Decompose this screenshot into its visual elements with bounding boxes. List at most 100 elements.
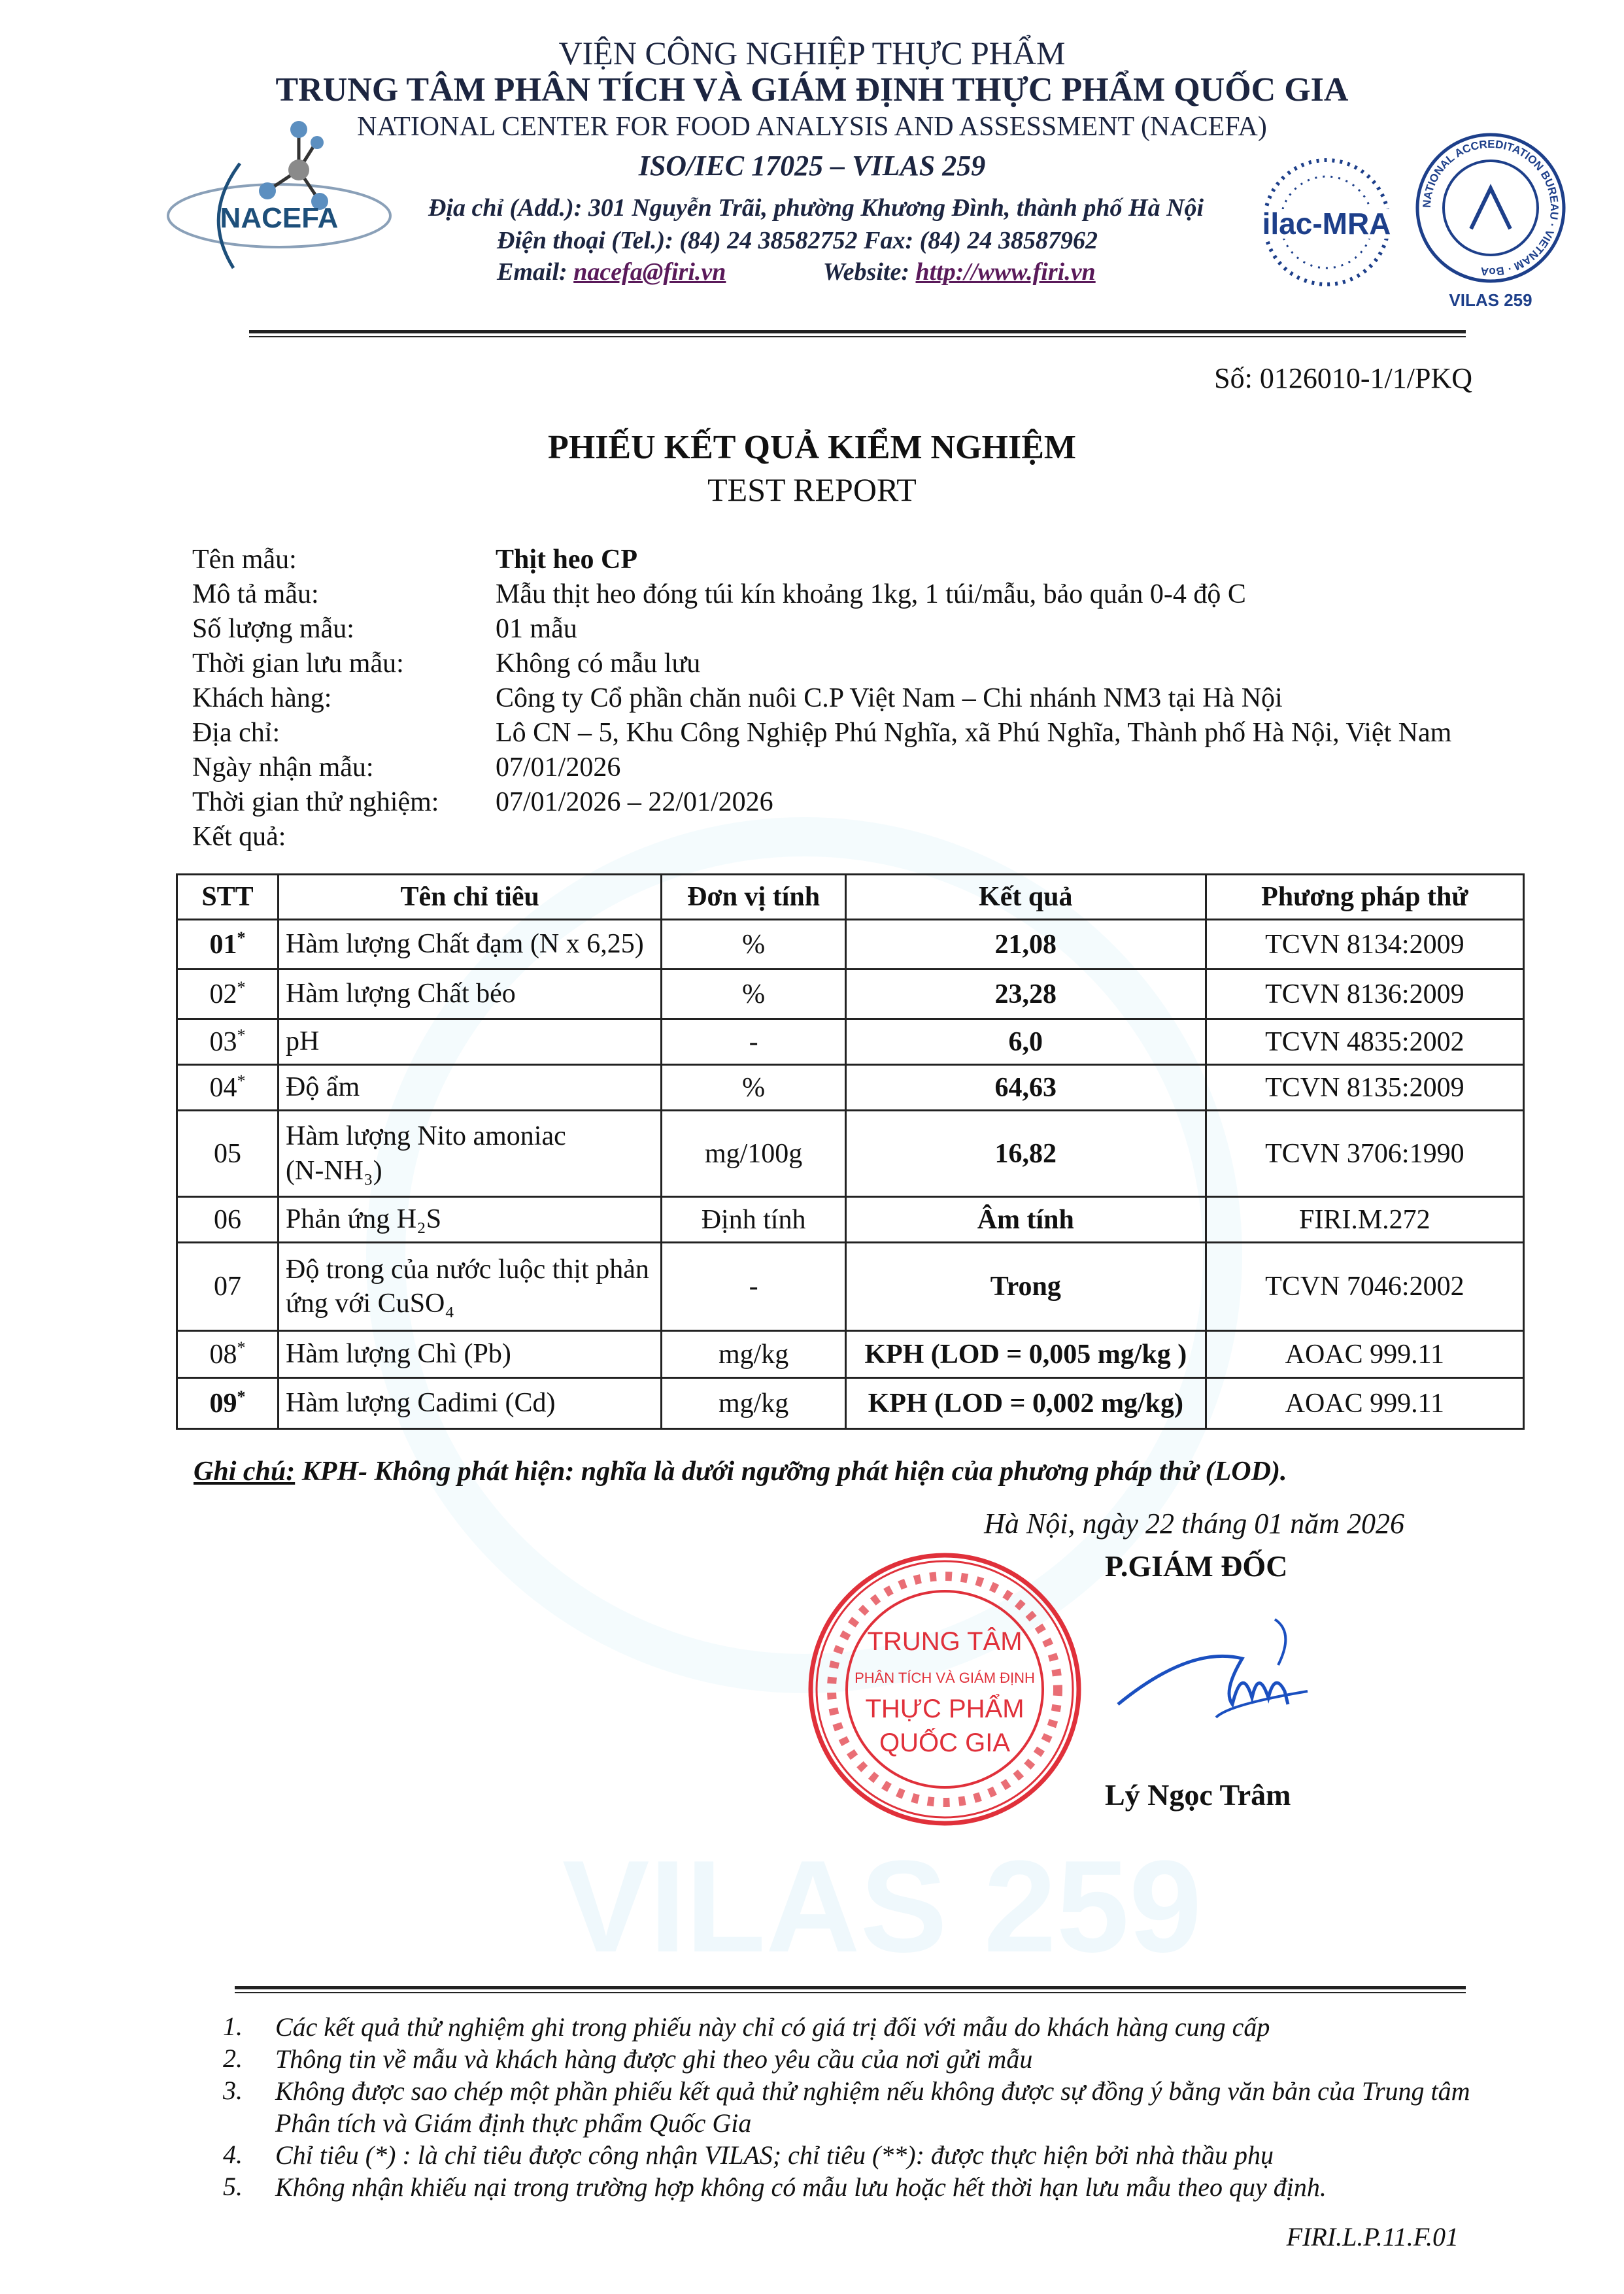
stt-cell: 01* (175, 919, 280, 970)
parameter-cell: Hàm lượng Chất đạm (N x 6,25) (277, 919, 663, 970)
stt-cell: 05 (175, 1109, 280, 1198)
result-cell: 6,0 (844, 1018, 1207, 1066)
table-row: 07 Độ trong của nước luộc thịt phản ứng v… (175, 1241, 1525, 1332)
info-value: 01 mẫu (496, 614, 577, 644)
report-number: Số: 0126010-1/1/PKQ (1214, 362, 1472, 394)
info-value: Công ty Cổ phần chăn nuôi C.P Việt Nam –… (496, 683, 1283, 713)
parameter-cell-text: Hàm lượng Chất đạm (N x 6,25) (286, 929, 644, 960)
note-number: 3. (223, 2076, 243, 2105)
stt-cell-text: 09 (209, 1389, 237, 1419)
unit-cell-text: mg/kg (718, 1339, 789, 1370)
parameter-cell: Độ trong của nước luộc thịt phản ứng với… (277, 1241, 663, 1332)
table-row: 06 Phản ứng H₂S Định tính Âm tính FIRI.M.272 (175, 1196, 1525, 1243)
info-label: Thời gian lưu mẫu: (192, 649, 404, 679)
method-cell-text: FIRI.M.272 (1298, 1204, 1430, 1235)
unit-cell: mg/100g (660, 1109, 847, 1198)
note-number: 1. (223, 2012, 243, 2041)
column-header: Kết quả (844, 873, 1207, 920)
note: Ghi chú: KPH- Không phát hiện: nghĩa là … (194, 1456, 1287, 1487)
info-label: Thời gian thử nghiệm: (192, 787, 439, 817)
table-row: 04* Độ ẩm% 64,63 TCVN 8135:2009 (175, 1064, 1525, 1111)
parameter-cell-text: Hàm lượng Chì (Pb) (286, 1339, 511, 1370)
stt-cell: 06 (175, 1196, 280, 1243)
unit-cell: Định tính (660, 1196, 847, 1243)
stt-cell: 04* (175, 1064, 280, 1111)
website-label: Website: (822, 258, 909, 286)
email-label: Email: (497, 258, 567, 286)
svg-text:PHÂN TÍCH VÀ GIÁM ĐỊNH: PHÂN TÍCH VÀ GIÁM ĐỊNH (854, 1670, 1035, 1686)
method-cell: TCVN 4835:2002 (1204, 1018, 1525, 1066)
info-value: Mẫu thịt heo đóng túi kín khoảng 1kg, 1 … (496, 579, 1246, 609)
parameter-cell: Hàm lượng Cadimi (Cd) (277, 1377, 663, 1430)
official-stamp: TRUNG TÂM PHÂN TÍCH VÀ GIÁM ĐỊNH THỰC PH… (804, 1549, 1085, 1830)
result-cell: 23,28 (844, 968, 1207, 1020)
institute-name: VIỆN CÔNG NGHIỆP THỰC PHẨM (558, 35, 1066, 71)
method-cell-text: AOAC 999.11 (1285, 1339, 1445, 1370)
result-cell-text: Âm tính (977, 1204, 1074, 1235)
vilas-marker: * (237, 978, 246, 997)
results-table: STT Tên chỉ tiêu Đơn vị tính Kết quả Phương … (175, 873, 1525, 1430)
info-label: Mô tả mẫu: (192, 579, 319, 609)
method-cell-text: TCVN 8136:2009 (1265, 979, 1464, 1009)
parameter-cell-text: pH (286, 1026, 320, 1057)
nacefa-logo: NACEFA (161, 118, 397, 281)
table-row: 01* Hàm lượng Chất đạm (N x 6,25)% 21,08 TC… (175, 919, 1525, 970)
boa-accreditation-logo: NATIONAL ACCREDITATION BUREAU · VIETNAM … (1412, 131, 1569, 314)
sign-date: Hà Nội, ngày 22 tháng 01 năm 2026 (984, 1508, 1404, 1540)
unit-cell: - (660, 1018, 847, 1066)
info-value: 07/01/2026 (496, 752, 621, 783)
watermark-text: VILAS 259 (562, 1834, 1202, 1980)
unit-cell: mg/kg (660, 1330, 847, 1379)
parameter-cell-text: Phản ứng H₂S (286, 1204, 442, 1235)
unit-cell-text: - (749, 1026, 758, 1057)
address: Địa chỉ (Add.): 301 Nguyễn Trãi, phường … (428, 194, 1204, 222)
method-cell: TCVN 8135:2009 (1204, 1064, 1525, 1111)
parameter-cell-text: Hàm lượng Cadimi (Cd) (286, 1388, 556, 1419)
form-code: FIRI.L.P.11.F.01 (1286, 2222, 1459, 2252)
note-text: Không được sao chép một phần phiếu kết q… (275, 2076, 1470, 2138)
parameter-cell: pH (277, 1018, 663, 1066)
result-cell-text: Trong (990, 1272, 1061, 1302)
method-cell: TCVN 8136:2009 (1204, 968, 1525, 1020)
nacefa-logo-text: NACEFA (220, 202, 339, 234)
vilas-marker: * (237, 1026, 246, 1045)
unit-cell-text: mg/kg (718, 1388, 789, 1419)
info-label: Địa chỉ: (192, 718, 280, 748)
unit-cell-text: % (742, 979, 766, 1009)
method-cell: TCVN 8134:2009 (1204, 919, 1525, 970)
result-cell: 21,08 (844, 919, 1207, 970)
table-row: 09* Hàm lượng Cadimi (Cd) mg/kg KPH (LOD = … (175, 1377, 1525, 1430)
website-link[interactable]: http://www.firi.vn (915, 258, 1096, 286)
center-name-vn: TRUNG TÂM PHÂN TÍCH VÀ GIÁM ĐỊNH THỰC PH… (275, 71, 1349, 109)
svg-text:TRUNG TÂM: TRUNG TÂM (867, 1627, 1022, 1656)
method-cell: FIRI.M.272 (1204, 1196, 1525, 1243)
vilas-badge: VILAS 259 (1449, 290, 1532, 310)
parameter-cell-text: Độ trong của nước luộc thịt phản ứng với… (286, 1254, 649, 1319)
email-link[interactable]: nacefa@firi.vn (573, 258, 726, 286)
method-cell: AOAC 999.11 (1204, 1377, 1525, 1430)
result-cell-text: 23,28 (994, 979, 1057, 1009)
column-header: Tên chỉ tiêu (277, 873, 663, 920)
stt-cell: 02* (175, 968, 280, 1020)
method-cell-text: TCVN 3706:1990 (1265, 1138, 1464, 1169)
note-text: Không nhận khiếu nại trong trường hợp kh… (275, 2172, 1327, 2202)
result-cell-text: 21,08 (994, 929, 1057, 960)
note-number: 4. (223, 2140, 243, 2169)
result-cell-text: 16,82 (994, 1138, 1057, 1169)
note-text: Chỉ tiêu (*) : là chỉ tiêu được công nhậ… (275, 2140, 1274, 2170)
result-cell: Âm tính (844, 1196, 1207, 1243)
note-text: Các kết quả thử nghiệm ghi trong phiếu n… (275, 2012, 1270, 2042)
unit-cell: % (660, 968, 847, 1020)
center-name-en: NATIONAL CENTER FOR FOOD ANALYSIS AND AS… (357, 112, 1267, 142)
info-value: 07/01/2026 – 22/01/2026 (496, 787, 773, 817)
result-cell: 64,63 (844, 1064, 1207, 1111)
table-row: 03* pH -6,0 TCVN 4835:2002 (175, 1018, 1525, 1066)
note-number: 2. (223, 2044, 243, 2073)
info-label: Kết quả: (192, 822, 286, 852)
info-value: Lô CN – 5, Khu Công Nghiệp Phú Nghĩa, xã… (496, 718, 1452, 748)
ilac-logo-text: ilac-MRA (1262, 207, 1391, 241)
report-title: PHIẾU KẾT QUẢ KIỂM NGHIỆM (547, 429, 1076, 466)
method-cell: TCVN 7046:2002 (1204, 1241, 1525, 1332)
table-row: 02* Hàm lượng Chất béo% 23,28 TCVN 8136:200… (175, 968, 1525, 1020)
parameter-cell: Phản ứng H₂S (277, 1196, 663, 1243)
